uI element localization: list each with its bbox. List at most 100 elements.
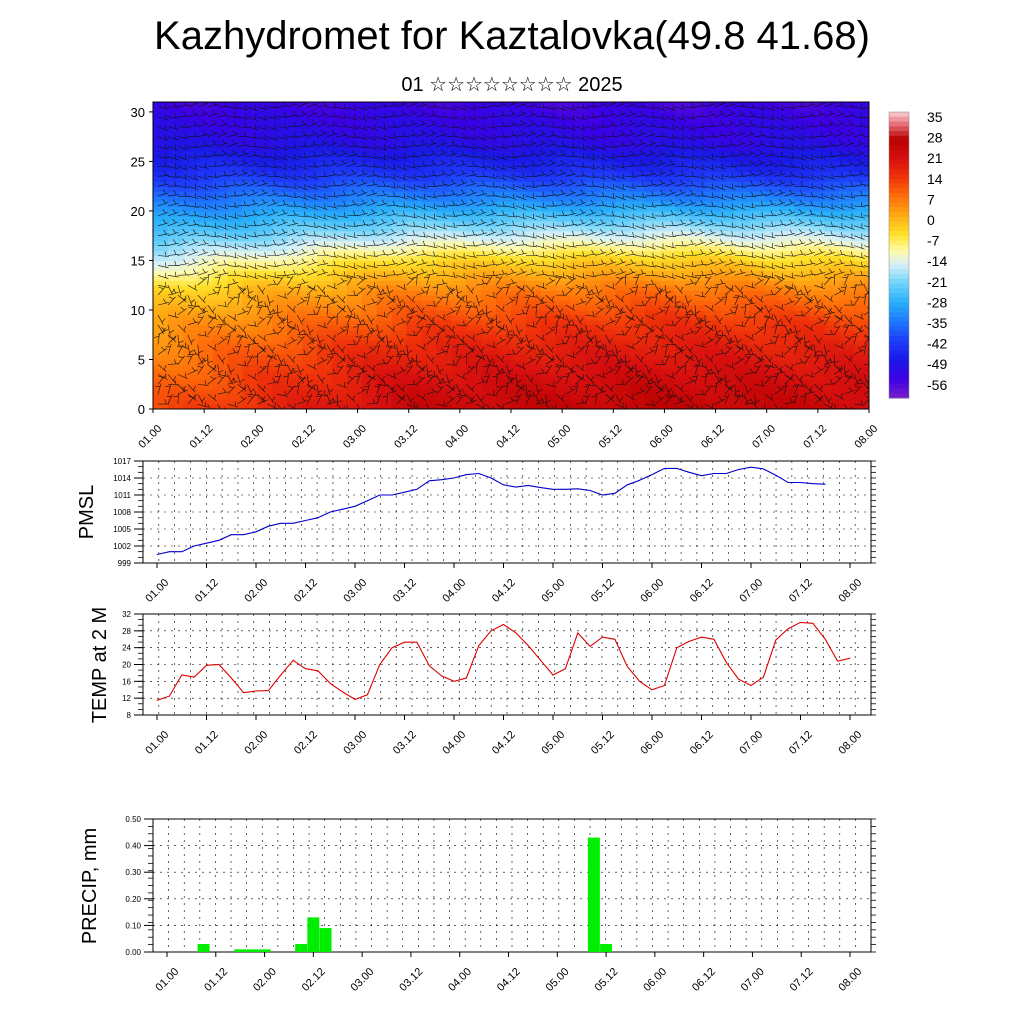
heatmap-cell — [242, 126, 259, 133]
heatmap-cell — [257, 106, 273, 113]
wind-barb — [446, 162, 457, 167]
heatmap-cell — [704, 205, 721, 212]
wind-barb-flag — [452, 131, 455, 137]
wind-barb — [366, 265, 378, 269]
heatmap-cell — [809, 389, 825, 395]
wind-barb-flag — [361, 179, 365, 184]
wind-barb-flag — [213, 394, 217, 400]
wind-barb — [286, 314, 289, 326]
heatmap-cell — [704, 399, 721, 405]
heatmap-cell — [824, 275, 840, 281]
wind-barb — [157, 211, 169, 217]
heatmap-cell — [302, 359, 318, 366]
heatmap-cell — [675, 176, 691, 182]
heatmap-cell — [242, 309, 259, 316]
heatmap-cell — [570, 225, 587, 232]
wind-barb-flag — [163, 229, 167, 235]
heatmap-cell — [675, 364, 691, 370]
heatmap-cell — [615, 285, 631, 291]
wind-barb-flag — [320, 356, 325, 361]
wind-barb-flag — [232, 169, 236, 175]
heatmap-cell — [182, 210, 199, 217]
heatmap-cell — [585, 364, 602, 370]
wind-barb — [167, 343, 172, 355]
wind-barb-flag — [422, 240, 426, 246]
wind-barb-flag — [288, 286, 294, 290]
heatmap-cell — [302, 131, 318, 138]
heatmap-cell — [391, 176, 408, 182]
wind-barb — [366, 244, 378, 246]
heatmap-cell — [525, 196, 542, 202]
wind-barb — [446, 153, 458, 157]
heatmap-cell — [451, 121, 467, 128]
wind-barb — [376, 136, 388, 141]
heatmap-cell — [690, 270, 706, 276]
wind-barb — [456, 155, 468, 157]
heatmap-cell — [719, 270, 736, 276]
heatmap-cell — [854, 394, 869, 400]
wind-barb — [406, 225, 418, 227]
wind-barb — [237, 215, 249, 217]
wind-barb-flag — [423, 393, 425, 399]
heatmap-cell — [615, 394, 631, 400]
wind-barb — [267, 211, 278, 217]
heatmap-cell — [600, 329, 617, 336]
heatmap-cell — [615, 399, 631, 405]
wind-barb — [346, 192, 358, 197]
heatmap-cell — [600, 220, 617, 227]
heatmap-cell — [809, 374, 825, 380]
heatmap-cell — [511, 404, 527, 409]
heatmap-cell — [615, 235, 631, 242]
wind-barb — [475, 344, 483, 354]
heatmap-cell — [197, 215, 214, 222]
heatmap-cell — [690, 166, 706, 172]
wind-barb — [197, 215, 209, 219]
wind-barb — [267, 184, 279, 187]
wind-barb — [287, 166, 298, 171]
wind-barb-flag — [322, 110, 326, 115]
wind-barb-flag — [392, 111, 396, 117]
wind-barb — [446, 285, 453, 295]
heatmap-cell — [824, 354, 840, 361]
heatmap-cell — [376, 220, 393, 227]
heatmap-cell — [406, 295, 423, 301]
wind-barb — [466, 285, 474, 295]
wind-barb — [366, 175, 378, 177]
heatmap-cell — [854, 404, 869, 409]
wind-barb — [267, 202, 278, 207]
heatmap-cell — [212, 275, 229, 281]
heatmap-cell — [630, 250, 646, 257]
wind-barb — [317, 393, 328, 397]
wind-barb — [416, 132, 428, 137]
wind-barb — [396, 113, 408, 118]
wind-barb-flag — [222, 139, 226, 144]
heatmap-cell — [302, 126, 318, 133]
heatmap-cell — [257, 186, 273, 192]
wind-barb-flag — [462, 142, 465, 148]
heatmap-cell — [630, 102, 646, 108]
heatmap-cell — [779, 329, 796, 336]
heatmap-cell — [332, 176, 348, 182]
wind-barb — [366, 402, 378, 405]
heatmap-cell — [809, 201, 825, 207]
wind-barb — [217, 314, 225, 324]
wind-barb-flag — [251, 179, 256, 184]
wind-barb-flag — [190, 299, 195, 303]
heatmap-cell — [406, 102, 423, 108]
wind-barb — [237, 397, 247, 405]
heatmap-cell — [257, 374, 273, 380]
heatmap-cell — [540, 250, 557, 257]
wind-barb — [346, 275, 358, 279]
heatmap-cell — [496, 240, 512, 247]
wind-barb-flag — [411, 120, 415, 125]
wind-barb-flag — [233, 191, 237, 197]
wind-barb — [366, 314, 373, 325]
wind-barb — [336, 134, 348, 137]
heatmap-cell — [272, 314, 288, 321]
wind-barb-flag — [191, 367, 196, 372]
heatmap-cell — [540, 275, 557, 281]
heatmap-cell — [212, 215, 229, 222]
wind-barb — [386, 241, 398, 246]
heatmap-cell — [675, 166, 691, 172]
wind-barb — [187, 272, 199, 276]
